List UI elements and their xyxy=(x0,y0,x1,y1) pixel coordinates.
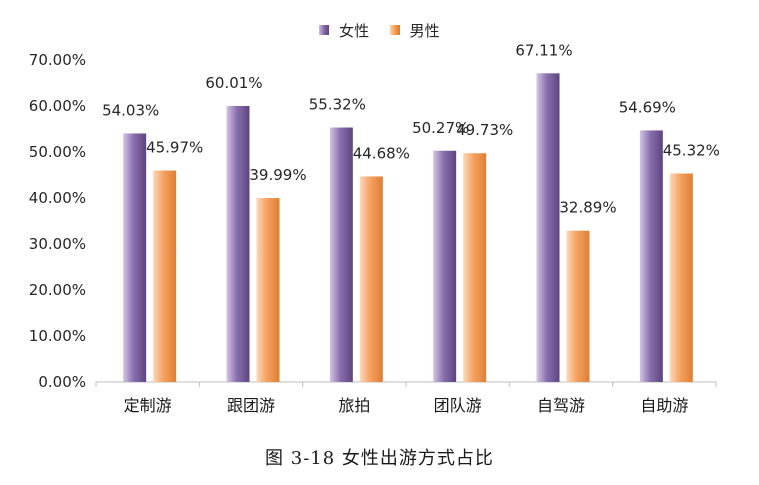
bar-female xyxy=(226,105,250,382)
legend-item-female: 女性 xyxy=(319,20,369,41)
legend: 女性 男性 xyxy=(0,20,759,41)
bar-female xyxy=(329,127,353,382)
bar-female xyxy=(536,73,560,382)
data-label-male: 39.99% xyxy=(249,166,306,184)
data-label-male: 32.89% xyxy=(559,199,616,217)
data-labels-layer: 54.03% 60.01% 55.32% 50.27% 67.11% 54.69% 45.9… xyxy=(102,41,720,216)
data-label-male: 45.97% xyxy=(146,139,203,157)
data-label-male: 45.32% xyxy=(663,142,720,160)
x-tick-label: 自驾游 xyxy=(537,396,585,415)
data-label-female: 54.69% xyxy=(619,98,676,116)
bar-female xyxy=(123,133,147,382)
bar-female xyxy=(639,130,663,382)
y-tick-label: 40.00% xyxy=(29,189,86,207)
y-tick-label: 70.00% xyxy=(29,51,86,69)
legend-swatch-male xyxy=(389,24,400,35)
bar-male xyxy=(153,170,177,382)
bars-layer xyxy=(123,73,693,382)
x-tick-label: 定制游 xyxy=(124,396,172,415)
data-label-female: 60.01% xyxy=(205,74,262,92)
data-label-female: 55.32% xyxy=(309,96,366,114)
y-tick-label: 10.00% xyxy=(29,327,86,345)
axes-layer: 0.00% 10.00% 20.00% 30.00% 40.00% 50.00% 60.00… xyxy=(29,51,717,415)
y-tick-label: 30.00% xyxy=(29,235,86,253)
bar-male xyxy=(359,176,383,382)
x-tick-label: 团队游 xyxy=(434,396,482,415)
legend-label-female: 女性 xyxy=(339,22,370,40)
data-label-female: 67.11% xyxy=(515,41,572,59)
bar-male xyxy=(463,153,487,382)
data-label-female: 54.03% xyxy=(102,101,159,119)
bar-male xyxy=(256,198,280,382)
y-tick-label: 0.00% xyxy=(38,373,86,391)
legend-swatch-female xyxy=(319,24,330,35)
y-tick-label: 20.00% xyxy=(29,281,86,299)
x-tick-label: 跟团游 xyxy=(227,396,275,415)
y-tick-label: 60.00% xyxy=(29,97,86,115)
figure-caption: 图 3-18 女性出游方式占比 xyxy=(265,448,494,469)
legend-label-male: 男性 xyxy=(409,22,440,40)
data-label-male: 49.73% xyxy=(456,121,513,139)
data-label-female: 50.27% xyxy=(412,119,469,137)
bar-male xyxy=(669,173,693,382)
legend-item-male: 男性 xyxy=(389,20,440,41)
bar-male xyxy=(566,230,590,382)
x-tick-label: 旅拍 xyxy=(338,396,370,415)
x-tick-label: 自助游 xyxy=(640,396,688,415)
data-label-male: 44.68% xyxy=(353,144,410,162)
bar-female xyxy=(433,150,457,382)
y-tick-label: 50.00% xyxy=(29,143,86,161)
